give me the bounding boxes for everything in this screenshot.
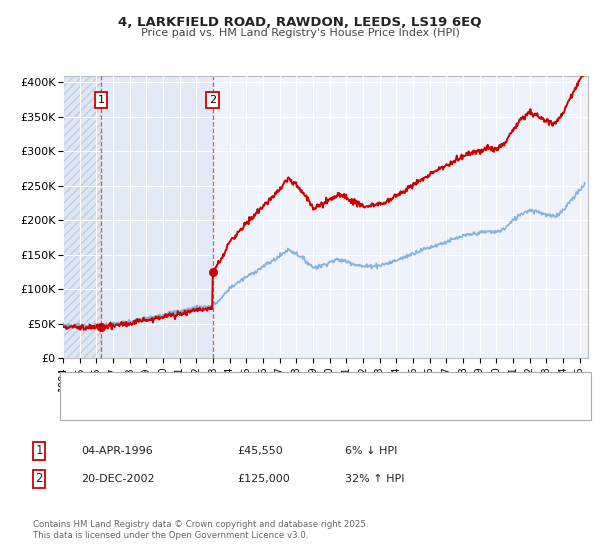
Text: 32% ↑ HPI: 32% ↑ HPI <box>345 474 404 484</box>
Text: 4, LARKFIELD ROAD, RAWDON, LEEDS, LS19 6EQ (semi-detached house): 4, LARKFIELD ROAD, RAWDON, LEEDS, LS19 6… <box>109 382 465 392</box>
Text: 1: 1 <box>97 95 104 105</box>
Text: 04-APR-1996: 04-APR-1996 <box>81 446 153 456</box>
Bar <box>101 76 212 358</box>
Text: 20-DEC-2002: 20-DEC-2002 <box>81 474 155 484</box>
Text: 2: 2 <box>35 472 43 486</box>
Text: HPI: Average price, semi-detached house, Leeds: HPI: Average price, semi-detached house,… <box>109 400 346 410</box>
Text: 1: 1 <box>35 444 43 458</box>
Text: 2: 2 <box>209 95 216 105</box>
Text: Price paid vs. HM Land Registry's House Price Index (HPI): Price paid vs. HM Land Registry's House … <box>140 28 460 38</box>
Text: Contains HM Land Registry data © Crown copyright and database right 2025.
This d: Contains HM Land Registry data © Crown c… <box>33 520 368 540</box>
Text: £45,550: £45,550 <box>237 446 283 456</box>
Text: 4, LARKFIELD ROAD, RAWDON, LEEDS, LS19 6EQ: 4, LARKFIELD ROAD, RAWDON, LEEDS, LS19 6… <box>118 16 482 29</box>
Bar <box>63 76 101 358</box>
Text: £125,000: £125,000 <box>237 474 290 484</box>
Text: 6% ↓ HPI: 6% ↓ HPI <box>345 446 397 456</box>
